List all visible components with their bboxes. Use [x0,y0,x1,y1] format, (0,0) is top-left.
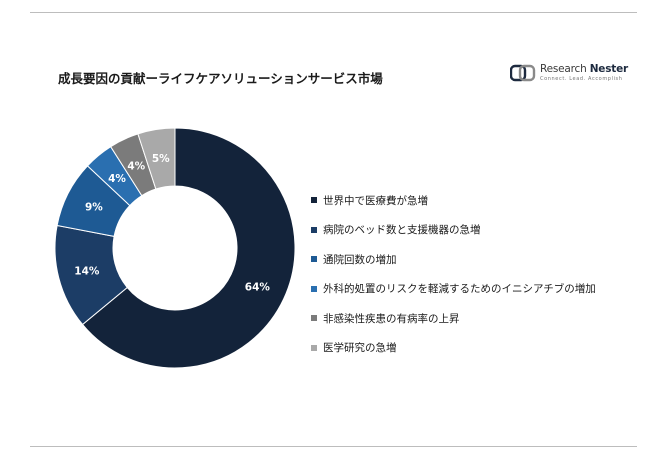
legend-label: 非感染性疾患の有病率の上昇 [323,312,460,325]
legend-swatch [311,285,317,292]
legend-swatch [311,315,317,321]
slice-data-label-4: 4% [108,173,126,185]
slice-data-label-5: 4% [127,161,145,173]
logo-tagline: Connect. Lead. Accomplish [540,76,623,82]
legend-swatch [311,197,317,203]
legend-label: 医学研究の急増 [323,342,397,354]
legend-label: 外科的処置のリスクを軽減するためのイニシアチブの増加 [323,283,596,295]
legend-item-1: 世界中で医療費が急増 [311,193,428,207]
donut-slice-6 [137,127,176,190]
slice-data-label-2: 14% [74,266,100,278]
legend-label: 病院のベッド数と支援機器の急増 [323,224,481,236]
top-divider [30,12,637,13]
slice-data-label-3: 9% [85,202,103,214]
legend-item-2: 病院のベッド数と支援機器の急増 [311,223,481,237]
legend-label: 世界中で医療費が急増 [323,194,428,207]
donut-slice-1 [81,127,296,369]
legend-swatch [311,256,317,262]
logo-name-part2: Nester [589,63,628,75]
legend-label: 通院回数の増加 [323,253,397,266]
legend-item-6: 医学研究の急増 [311,341,397,355]
chart-title: 成長要因の貢献ーライフケアソリューションサービス市場 [58,71,383,86]
logo-name: Research Nester [540,63,628,75]
logo-name-part1: Research [540,63,587,75]
legend-swatch [311,226,317,233]
slice-data-label-6: 5% [152,153,170,165]
legend-item-4: 外科的処置のリスクを軽減するためのイニシアチブの増加 [311,282,596,296]
research-nester-logo-icon [510,64,536,82]
legend-item-5: 非感染性疾患の有病率の上昇 [311,311,460,325]
bottom-divider [30,446,637,447]
research-nester-logo: Research Nester Connect. Lead. Accomplis… [510,62,630,86]
legend-item-3: 通院回数の増加 [311,252,397,266]
legend-swatch [311,344,317,351]
slice-data-label-1: 64% [245,282,271,294]
